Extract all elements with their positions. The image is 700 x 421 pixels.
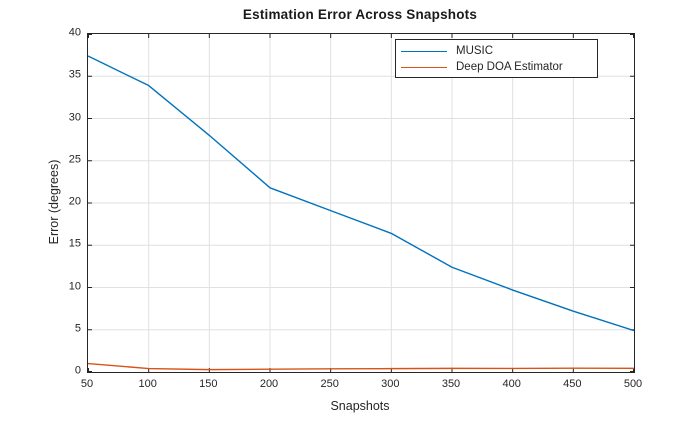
x-tick-label: 200 xyxy=(259,378,279,390)
x-tick-label: 450 xyxy=(563,378,582,390)
plot-canvas xyxy=(88,34,634,372)
legend-label-deep-doa-estimator: Deep DOA Estimator xyxy=(456,61,563,73)
x-tick-label: 50 xyxy=(80,378,94,390)
x-tick-label: 300 xyxy=(381,378,400,390)
x-axis-label: Snapshots xyxy=(330,399,390,413)
x-tick-label: 250 xyxy=(320,378,339,390)
legend-entry-music: MUSIC xyxy=(396,43,597,59)
y-tick-label: 15 xyxy=(68,237,81,250)
x-tick-label: 150 xyxy=(199,378,218,390)
y-tick-label: 30 xyxy=(68,111,81,123)
legend-entry-deep-doa-estimator: Deep DOA Estimator xyxy=(396,59,597,75)
plot-area: MUSIC Deep DOA Estimator xyxy=(87,33,635,373)
y-tick-label: 40 xyxy=(68,26,81,39)
series-line-deep-doa-estimator xyxy=(88,362,634,371)
x-tick-label: 100 xyxy=(138,378,157,390)
y-tick-label: 25 xyxy=(68,153,81,166)
y-tick-label: 20 xyxy=(68,195,81,208)
legend-line-sample-music xyxy=(401,50,447,52)
y-tick-label: 10 xyxy=(68,280,81,292)
x-tick-label: 350 xyxy=(441,378,461,390)
y-tick-label: 0 xyxy=(74,364,81,377)
legend-label-music: MUSIC xyxy=(456,45,494,57)
y-tick-label: 35 xyxy=(68,68,81,81)
x-tick-label: 500 xyxy=(623,378,643,390)
legend-line-sample-deep-doa-estimator xyxy=(401,66,447,68)
x-tick-label: 400 xyxy=(502,378,521,390)
y-tick-label: 5 xyxy=(74,322,81,335)
legend: MUSIC Deep DOA Estimator xyxy=(395,39,598,78)
chart-title: Estimation Error Across Snapshots xyxy=(242,7,478,22)
series-line-music xyxy=(88,55,634,332)
